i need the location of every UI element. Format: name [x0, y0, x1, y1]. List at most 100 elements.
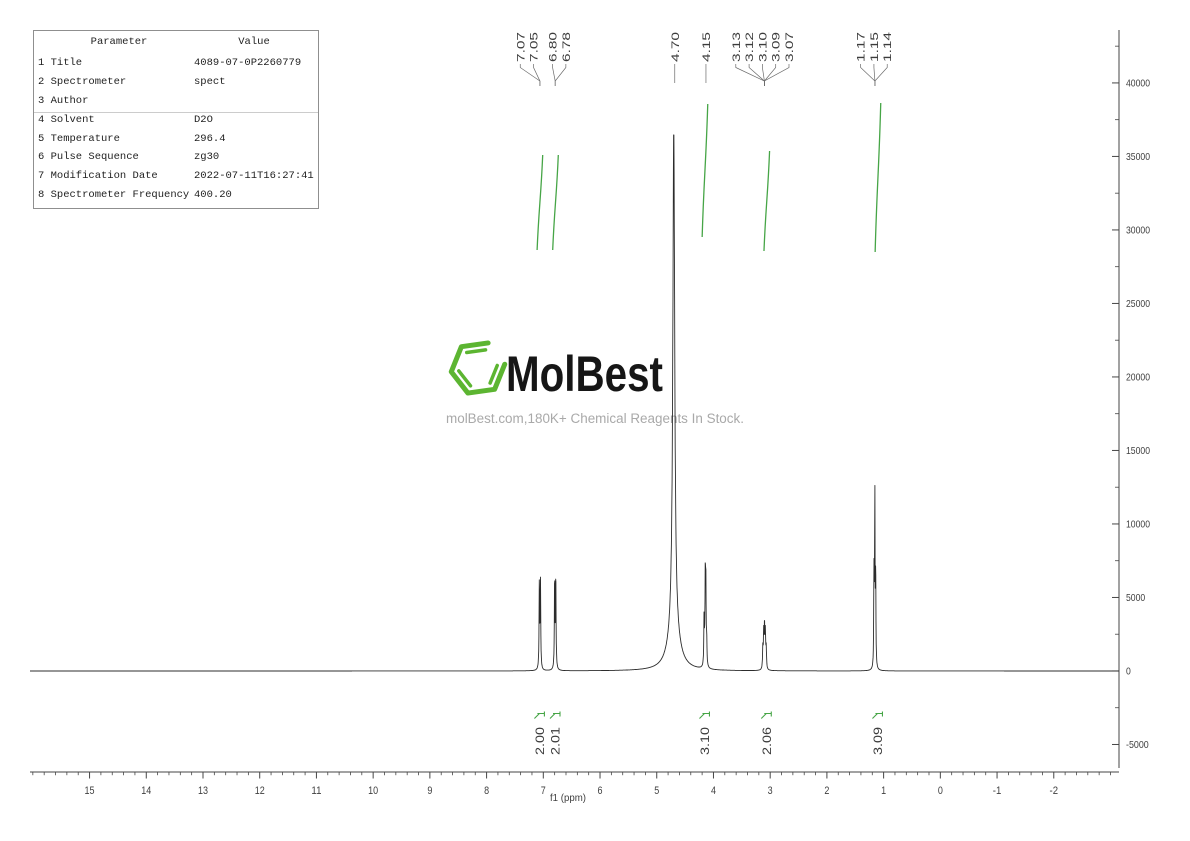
integral-region-bracket: [872, 711, 883, 719]
integral-value: 3.09: [871, 727, 885, 755]
peak-label-connector: [554, 64, 567, 86]
peak-shift-label: 3.10: [757, 32, 769, 62]
parameter-row: 7 Modification Date 2022-07-11T16:27:41: [38, 167, 316, 186]
parameter-value: zg30: [194, 151, 220, 164]
parameter-table: Parameter Value 1 Title 4089-07-0P2260779…: [33, 30, 319, 209]
x-tick-label: 5: [654, 785, 659, 797]
parameter-row: 8 Spectrometer Frequency 400.20: [38, 186, 316, 205]
parameter-row: 4 Solvent D2O: [38, 111, 316, 130]
parameter-value: D2O: [194, 113, 213, 126]
parameter-value: spect: [194, 75, 226, 88]
integrals-layer: 2.00 2.01 3.10 2.06 3.09: [533, 102, 885, 755]
integral-value: 2.01: [549, 727, 563, 755]
parameter-name: 1 Title: [38, 57, 83, 69]
peak-label-connector: [764, 64, 777, 86]
integral-value: 2.06: [760, 727, 774, 755]
parameter-table-rows: 1 Title 4089-07-0P2260779 2 Spectrometer sp…: [38, 54, 316, 205]
x-tick-label: 8: [484, 785, 489, 797]
axes: 15 14 13 12 11 10 9 8 7 6 5 4 3 2 1 0 -1 -2-5000050001000…: [30, 30, 1150, 797]
integral-value: 2.00: [533, 727, 547, 755]
watermark-tagline: molBest.com,180K+ Chemical Reagents In S…: [446, 411, 744, 426]
y-tick-label: 20000: [1126, 371, 1150, 383]
x-tick-label: 14: [141, 785, 151, 797]
x-tick-label: 3: [768, 785, 773, 797]
x-tick-label: -1: [993, 785, 1002, 797]
y-tick-label: -5000: [1126, 739, 1149, 751]
x-tick-label: -2: [1050, 785, 1059, 797]
integral-region-bracket: [549, 711, 561, 719]
x-tick-label: 0: [938, 785, 943, 797]
table-separator: [34, 112, 318, 113]
parameter-table-header: Parameter Value: [34, 36, 318, 52]
parameter-name: 5 Temperature: [38, 132, 120, 145]
peak-label-connector: [552, 64, 556, 86]
peak-label-connector: [874, 64, 888, 86]
parameter-name: 4 Solvent: [38, 113, 95, 126]
integral-region-bracket: [699, 711, 711, 719]
peak-shift-label: 6.78: [561, 32, 573, 62]
peak-shift-label: 3.07: [784, 32, 796, 62]
x-tick-label: 11: [311, 785, 321, 797]
integral-trace: [701, 103, 709, 238]
parameter-value: 2022-07-11T16:27:41: [194, 170, 314, 183]
x-tick-label: 9: [427, 785, 432, 797]
x-tick-label: 12: [255, 785, 265, 797]
y-tick-label: 10000: [1126, 518, 1150, 530]
x-tick-label: 13: [198, 785, 208, 797]
value-column-header: Value: [238, 36, 270, 48]
x-tick-label: 15: [85, 785, 95, 797]
parameter-row: 6 Pulse Sequence zg30: [38, 148, 316, 167]
peak-label-connector: [860, 64, 876, 86]
x-tick-label: 1: [881, 785, 886, 797]
integral-value: 3.10: [698, 727, 712, 755]
parameter-row: 1 Title 4089-07-0P2260779: [38, 54, 316, 73]
y-tick-label: 15000: [1126, 445, 1150, 457]
parameter-column-header: Parameter: [90, 36, 148, 48]
x-tick-label: 7: [541, 785, 546, 797]
y-tick-label: 0: [1126, 665, 1131, 677]
x-tick-label: 10: [368, 785, 378, 797]
spectrum-curve-layer: [29, 134, 1120, 672]
parameter-name: 2 Spectrometer: [38, 75, 127, 88]
integral-trace: [536, 154, 544, 251]
watermark-brand: MolBest: [506, 346, 663, 402]
peak-shift-label: 1.14: [882, 32, 894, 62]
integral-trace: [763, 150, 771, 252]
peak-label-connector: [764, 64, 790, 86]
hexagon-outline: [448, 340, 508, 396]
peak-shift-label: 3.12: [744, 32, 756, 62]
y-tick-label: 5000: [1126, 592, 1145, 604]
parameter-row: 5 Temperature 296.4: [38, 130, 316, 149]
peak-shift-label: 7.05: [529, 32, 541, 62]
peak-shift-label: 7.07: [515, 32, 527, 62]
hexagon-inner-bond-lower-right: [488, 363, 499, 385]
peak-label-connector: [533, 64, 541, 86]
parameter-row: 2 Spectrometer spect: [38, 73, 316, 92]
peak-shift-label: 3.13: [731, 32, 743, 62]
y-tick-label: 40000: [1126, 77, 1150, 89]
peak-labels-layer: 7.07 7.05 6.80 6.78 4.70 4.15 3.13 3.12 3.10 3.09…: [515, 32, 894, 86]
parameter-row: 3 Author: [38, 92, 316, 111]
integral-region-bracket: [760, 711, 772, 719]
peak-shift-label: 1.15: [869, 32, 881, 62]
parameter-value: 296.4: [194, 132, 226, 145]
x-tick-label: 2: [824, 785, 829, 797]
hexagon-inner-bond-top: [464, 348, 488, 355]
y-tick-label: 35000: [1126, 151, 1150, 163]
parameter-value: 400.20: [194, 189, 232, 202]
parameter-name: 8 Spectrometer Frequency: [38, 189, 190, 202]
peak-shift-label: 4.70: [670, 32, 682, 62]
integral-region-bracket: [534, 711, 545, 719]
watermark-logo: MolBest molBest.com,180K+ Chemical Reage…: [446, 340, 744, 426]
parameter-name: 7 Modification Date: [38, 170, 158, 183]
peak-shift-label: 1.17: [856, 32, 868, 62]
integral-trace: [552, 154, 559, 251]
y-tick-label: 25000: [1126, 298, 1150, 310]
peak-shift-label: 4.15: [701, 32, 713, 62]
parameter-value: 4089-07-0P2260779: [194, 57, 302, 69]
x-axis-title: f1 (ppm): [550, 792, 586, 804]
spectrum-curve: [29, 134, 1120, 672]
x-tick-label: 4: [711, 785, 716, 797]
